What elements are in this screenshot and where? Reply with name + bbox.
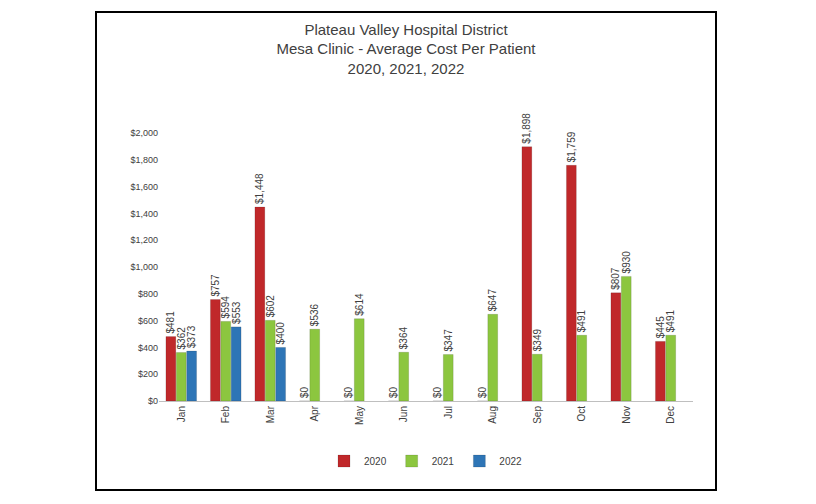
svg-text:Jun: Jun bbox=[398, 406, 409, 422]
svg-text:$0: $0 bbox=[388, 386, 399, 398]
svg-text:$373: $373 bbox=[186, 325, 197, 348]
svg-text:$1,600: $1,600 bbox=[130, 182, 158, 192]
svg-text:$0: $0 bbox=[432, 386, 443, 398]
svg-text:$1,200: $1,200 bbox=[130, 235, 158, 245]
svg-text:$1,000: $1,000 bbox=[130, 262, 158, 272]
svg-text:$807: $807 bbox=[610, 267, 621, 290]
svg-text:$614: $614 bbox=[354, 293, 365, 316]
svg-text:May: May bbox=[354, 406, 365, 425]
svg-text:$400: $400 bbox=[138, 343, 158, 353]
svg-text:2020: 2020 bbox=[364, 456, 387, 467]
svg-text:$602: $602 bbox=[265, 295, 276, 318]
svg-text:Aug: Aug bbox=[487, 406, 498, 424]
svg-text:$481: $481 bbox=[165, 311, 176, 334]
svg-text:$600: $600 bbox=[138, 316, 158, 326]
svg-text:Oct: Oct bbox=[576, 406, 587, 422]
svg-text:Jan: Jan bbox=[176, 406, 187, 422]
svg-text:$0: $0 bbox=[477, 386, 488, 398]
svg-text:Mar: Mar bbox=[265, 405, 276, 423]
svg-text:$594: $594 bbox=[220, 296, 231, 319]
svg-text:$445: $445 bbox=[655, 316, 666, 339]
svg-text:$536: $536 bbox=[309, 303, 320, 326]
svg-text:$200: $200 bbox=[138, 369, 158, 379]
svg-text:$647: $647 bbox=[487, 289, 498, 312]
svg-text:2022: 2022 bbox=[499, 456, 522, 467]
svg-text:Nov: Nov bbox=[621, 406, 632, 424]
svg-text:2021: 2021 bbox=[432, 456, 455, 467]
svg-text:Dec: Dec bbox=[665, 406, 676, 424]
svg-text:$800: $800 bbox=[138, 289, 158, 299]
svg-text:Feb: Feb bbox=[220, 406, 231, 424]
svg-text:$1,800: $1,800 bbox=[130, 155, 158, 165]
svg-text:$1,400: $1,400 bbox=[130, 209, 158, 219]
svg-text:$347: $347 bbox=[443, 329, 454, 352]
svg-text:$400: $400 bbox=[275, 322, 286, 345]
svg-text:$364: $364 bbox=[398, 327, 409, 350]
svg-text:$362: $362 bbox=[176, 327, 187, 350]
svg-text:Jul: Jul bbox=[443, 406, 454, 419]
svg-text:$553: $553 bbox=[231, 301, 242, 324]
svg-text:$0: $0 bbox=[343, 386, 354, 398]
svg-text:$757: $757 bbox=[210, 274, 221, 297]
svg-text:$491: $491 bbox=[576, 310, 587, 333]
svg-text:$930: $930 bbox=[621, 251, 632, 274]
svg-text:$349: $349 bbox=[532, 329, 543, 352]
svg-text:$1,898: $1,898 bbox=[521, 113, 532, 144]
svg-text:Sep: Sep bbox=[532, 406, 543, 424]
svg-text:$491: $491 bbox=[665, 310, 676, 333]
svg-text:$1,448: $1,448 bbox=[254, 173, 265, 204]
svg-text:$0: $0 bbox=[148, 396, 158, 406]
svg-text:$2,000: $2,000 bbox=[130, 128, 158, 138]
svg-text:Plateau Valley Hospital Distri: Plateau Valley Hospital DistrictMesa Cli… bbox=[276, 21, 536, 77]
svg-text:Apr: Apr bbox=[309, 405, 320, 421]
svg-text:$0: $0 bbox=[299, 386, 310, 398]
svg-text:$1,759: $1,759 bbox=[566, 131, 577, 162]
